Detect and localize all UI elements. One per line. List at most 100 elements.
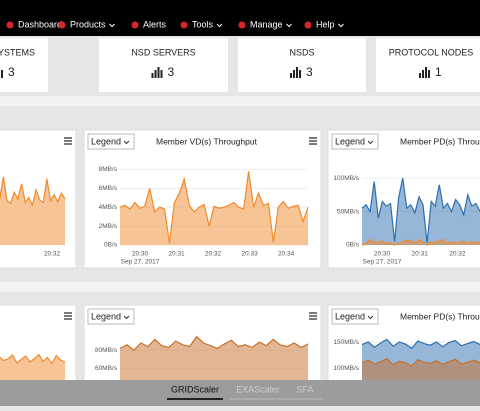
summary-label: NSDS: [289, 47, 314, 57]
y-tick-label: 6MB/s: [99, 185, 118, 192]
nav-item[interactable]: Products: [70, 19, 106, 29]
throughput-line: [361, 338, 480, 350]
y-tick-label: 150MB/s: [333, 339, 359, 346]
summary-label: PROTOCOL NODES: [389, 47, 474, 57]
y-tick-label: 60MB/s: [95, 365, 118, 372]
summary-card: [376, 38, 480, 92]
nav-bar: [0, 0, 480, 36]
summary-card: [0, 38, 48, 92]
nav-icon: [180, 21, 188, 29]
chevron: [338, 23, 344, 28]
bars-icon: [293, 70, 295, 78]
y-tick-label: 100MB/s: [333, 175, 359, 182]
chevron: [109, 23, 115, 28]
summary-label: FILESYSTEMS: [0, 47, 35, 57]
y-tick-label: 2MB/s: [99, 223, 118, 230]
throughput-line: [0, 353, 66, 365]
tab[interactable]: SFA: [296, 384, 313, 394]
throughput-line: [361, 177, 480, 244]
legend-select-label[interactable]: Legend: [91, 136, 121, 146]
nav-item[interactable]: Alerts: [143, 19, 167, 29]
nav-icon: [58, 21, 66, 29]
bars-icon: [154, 70, 157, 78]
bars-icon: [160, 70, 163, 78]
legend-select[interactable]: [331, 308, 379, 325]
summary-count: 1: [435, 65, 442, 79]
legend-select[interactable]: [87, 308, 135, 325]
throughput-area: [0, 177, 65, 245]
chevron: [123, 140, 130, 145]
x-tick-label: 20:32: [205, 251, 222, 258]
x-tick-label: 20:30: [132, 251, 149, 258]
x-tick-label: 20:31: [168, 251, 185, 258]
legend-select-label[interactable]: Legend: [91, 311, 121, 321]
x-tick-label: 20:31: [412, 251, 429, 258]
nav-icon: [238, 21, 246, 29]
chevron: [216, 23, 223, 28]
summary-count: 3: [168, 65, 175, 79]
throughput-line: [119, 335, 309, 352]
nav-item[interactable]: Tools: [192, 19, 214, 29]
bars-icon: [299, 70, 301, 78]
y-tick-label: 0B/s: [104, 242, 118, 249]
summary-card: [99, 38, 228, 92]
x-date-label: Sep 27, 2017: [121, 259, 160, 266]
x-tick-label: 20:34: [278, 251, 295, 258]
throughput-line: [361, 357, 480, 367]
chart-title: Member PD(s) Throughput: [400, 136, 480, 146]
summary-count: 3: [8, 65, 15, 79]
bars-icon: [422, 70, 424, 78]
throughput-line: [119, 171, 309, 244]
y-tick-label: 0B/s: [346, 242, 360, 249]
nav-item[interactable]: Dashboard: [18, 19, 62, 29]
chevron: [286, 23, 292, 28]
x-date-label: Sep 27, 2017: [363, 259, 402, 266]
legend-select[interactable]: [331, 133, 379, 150]
throughput-line: [361, 238, 480, 246]
y-tick-label: 50MB/s: [337, 208, 360, 215]
section-band: [0, 282, 480, 292]
nav-icon: [6, 21, 14, 29]
x-tick-label: 20:30: [374, 251, 391, 258]
tab[interactable]: EXAScaler: [236, 384, 280, 394]
y-tick-label: 4MB/s: [99, 204, 118, 211]
bars-icon: [290, 73, 292, 78]
throughput-line: [0, 176, 66, 207]
bars-icon: [419, 73, 421, 78]
y-tick-label: 80MB/s: [95, 347, 118, 354]
nav-icon: [304, 21, 312, 29]
bars-icon: [151, 73, 154, 78]
summary-card: [238, 38, 366, 92]
bars-icon: [296, 67, 298, 78]
chevron: [367, 140, 374, 145]
bars-icon: [1, 70, 3, 78]
tab-bar: [0, 380, 480, 406]
bars-icon: [425, 67, 427, 78]
bars-icon: [157, 67, 160, 78]
summary-count: 3: [306, 65, 313, 79]
chevron: [367, 315, 374, 320]
chart-panel: [83, 129, 322, 269]
legend-select-label[interactable]: Legend: [335, 311, 365, 321]
x-tick-label: 20:32: [449, 251, 466, 258]
summary-label: NSD SERVERS: [131, 47, 195, 57]
legend-select-label[interactable]: Legend: [335, 136, 365, 146]
throughput-area: [0, 354, 65, 380]
x-tick-label: 20:33: [241, 251, 258, 258]
nav-icon: [131, 21, 139, 29]
chevron: [123, 315, 130, 320]
chart-title: Member PD(s) Throughput: [400, 311, 480, 321]
y-tick-label: 100MB/s: [333, 365, 359, 372]
nav-item[interactable]: Help: [316, 19, 335, 29]
legend-select[interactable]: [87, 133, 135, 150]
throughput-area: [362, 178, 480, 245]
nav-item[interactable]: Manage: [250, 19, 283, 29]
y-tick-label: 8MB/s: [99, 166, 118, 173]
chart-title: Member VD(s) Throughput: [156, 136, 258, 146]
bars-icon: [428, 70, 430, 78]
tab[interactable]: GRIDScaler: [171, 384, 219, 394]
section-band: [0, 96, 480, 106]
x-tick-label: 20:32: [44, 251, 61, 258]
